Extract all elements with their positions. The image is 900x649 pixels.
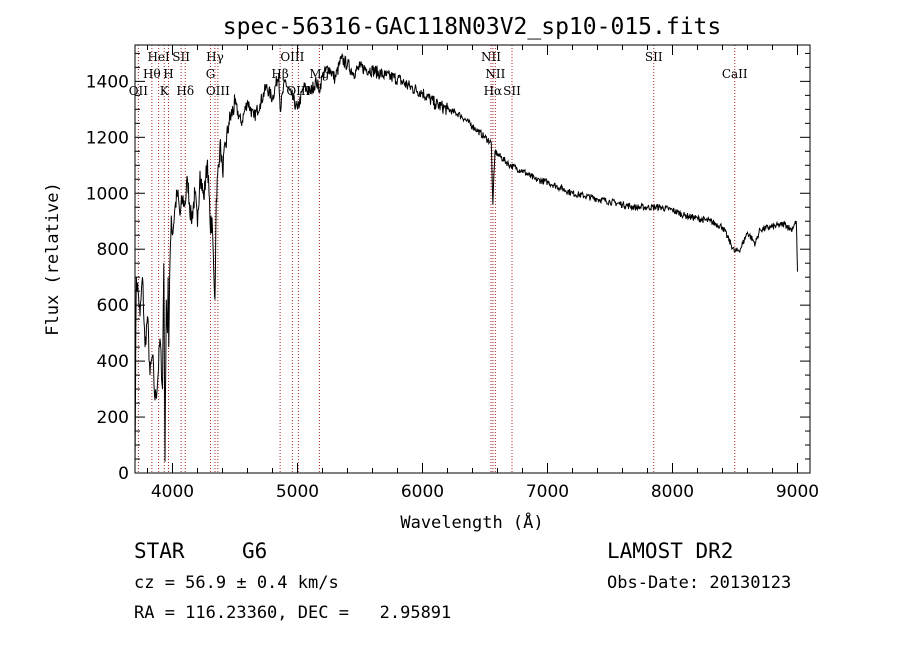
object-subclass: G6	[242, 539, 268, 563]
line-marker-labels: OIIHθHeIKHSIIHδGHγOIIIHβOIIIOIIIMgNIIHαN…	[129, 50, 748, 98]
line-marker-label-1: Hθ	[143, 67, 161, 81]
y-tick-label: 0	[118, 464, 129, 484]
spectrum-chart: spec-56316-GAC118N03V2_sp10-015.fits OII…	[43, 14, 819, 533]
x-tick-label: 7000	[526, 482, 569, 502]
y-tick-label: 400	[97, 352, 129, 372]
y-tick-label: 1000	[86, 184, 129, 204]
line-markers	[137, 45, 736, 473]
line-marker-label-3: K	[160, 84, 170, 98]
x-axis-label: Wavelength (Å)	[400, 511, 543, 533]
line-marker-label-19: CaII	[722, 67, 748, 81]
survey-name: LAMOST DR2	[607, 539, 734, 563]
plot-frame	[134, 44, 811, 474]
x-axis-ticks: 4000 5000 6000 7000 8000 9000	[147, 45, 819, 502]
y-tick-label: 600	[97, 296, 129, 316]
redshift-value: cz = 56.9 ± 0.4 km/s	[134, 573, 339, 593]
y-tick-label: 1200	[86, 128, 129, 148]
line-marker-label-15: Hα	[484, 84, 503, 98]
line-marker-label-8: Hγ	[206, 50, 224, 64]
y-axis-label: Flux (relative)	[43, 182, 63, 336]
x-tick-label: 9000	[776, 482, 819, 502]
line-marker-label-17: SII	[503, 84, 521, 98]
line-marker-label-14: NII	[481, 50, 501, 64]
x-tick-label: 6000	[401, 482, 444, 502]
y-axis-ticks: 0 200 400 600 800 1000 1200 1400	[86, 52, 810, 484]
line-marker-label-4: H	[163, 67, 173, 81]
line-marker-label-2: HeI	[147, 50, 170, 64]
line-marker-label-5: SII	[172, 50, 190, 64]
line-marker-label-11: OIII	[280, 50, 304, 64]
coordinates: RA = 116.23360, DEC = 2.95891	[134, 603, 452, 623]
line-marker-label-7: G	[206, 67, 216, 81]
y-tick-label: 1400	[86, 72, 129, 92]
y-tick-label: 800	[97, 240, 129, 260]
line-marker-label-18: SII	[645, 50, 663, 64]
chart-title: spec-56316-GAC118N03V2_sp10-015.fits	[223, 14, 722, 40]
x-tick-label: 8000	[651, 482, 694, 502]
line-marker-label-10: Hβ	[271, 67, 288, 81]
x-tick-label: 5000	[276, 482, 319, 502]
line-marker-label-6: Hδ	[176, 84, 194, 98]
obs-date: Obs-Date: 20130123	[607, 573, 792, 593]
line-marker-label-16: NII	[485, 67, 505, 81]
y-tick-label: 200	[97, 408, 129, 428]
line-marker-label-13: Mg	[309, 67, 329, 81]
spectrum-line	[134, 52, 798, 465]
object-class: STAR	[134, 539, 185, 563]
x-tick-label: 4000	[151, 482, 194, 502]
line-marker-label-0: OII	[129, 84, 149, 98]
line-marker-label-9: OIII	[206, 84, 230, 98]
